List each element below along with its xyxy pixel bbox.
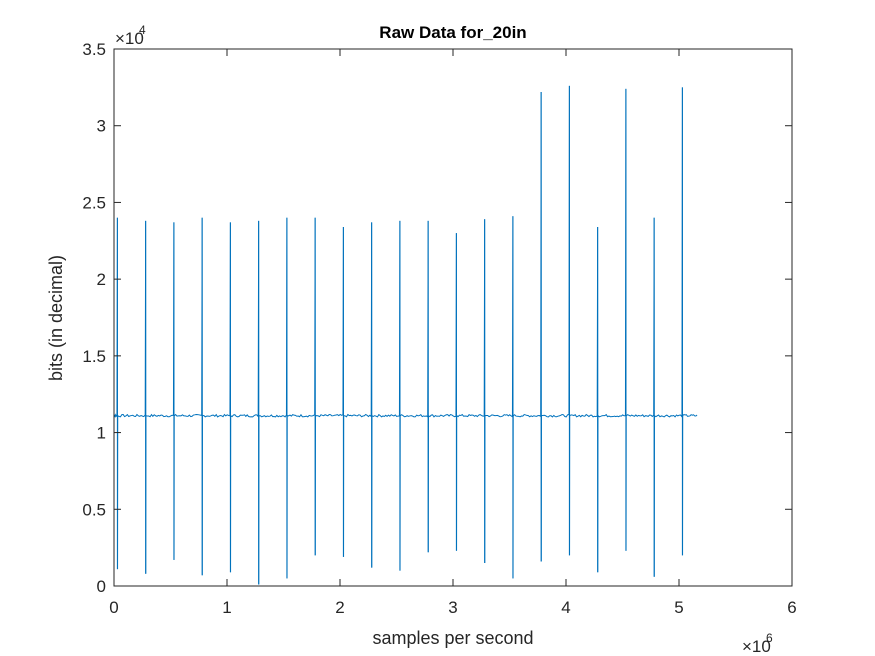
y-tick-label: 1 <box>97 424 106 443</box>
x-axis-label: samples per second <box>372 628 533 648</box>
x-tick-label: 0 <box>109 598 118 617</box>
x-exponent-power: 6 <box>766 631 773 645</box>
y-tick-label: 3 <box>97 117 106 136</box>
series-layer <box>113 85 698 585</box>
y-tick-label: 0 <box>97 577 106 596</box>
x-exponent-base: ×10 <box>742 637 771 656</box>
chart-title: Raw Data for_20in <box>379 23 526 42</box>
y-tick-label: 0.5 <box>82 500 106 519</box>
y-tick-label: 2.5 <box>82 193 106 212</box>
y-exponent-power: 4 <box>139 23 146 37</box>
tick-layer: 0 1 2 3 4 5 6 0 0.5 1 1.5 2 2.5 3 3.5 <box>82 40 796 617</box>
y-tick-label: 3.5 <box>82 40 106 59</box>
x-axis-exponent: ×10 6 <box>742 631 773 656</box>
x-tick-label: 3 <box>448 598 457 617</box>
y-axis-label: bits (in decimal) <box>46 255 66 381</box>
x-tick-label: 1 <box>222 598 231 617</box>
y-tick-label: 2 <box>97 270 106 289</box>
y-axis-exponent: ×10 4 <box>115 23 146 48</box>
x-tick-label: 5 <box>674 598 683 617</box>
y-tick-label: 1.5 <box>82 347 106 366</box>
x-tick-label: 4 <box>561 598 570 617</box>
y-exponent-base: ×10 <box>115 29 144 48</box>
x-tick-label: 2 <box>335 598 344 617</box>
plot-area <box>114 49 792 586</box>
x-tick-label: 6 <box>787 598 796 617</box>
